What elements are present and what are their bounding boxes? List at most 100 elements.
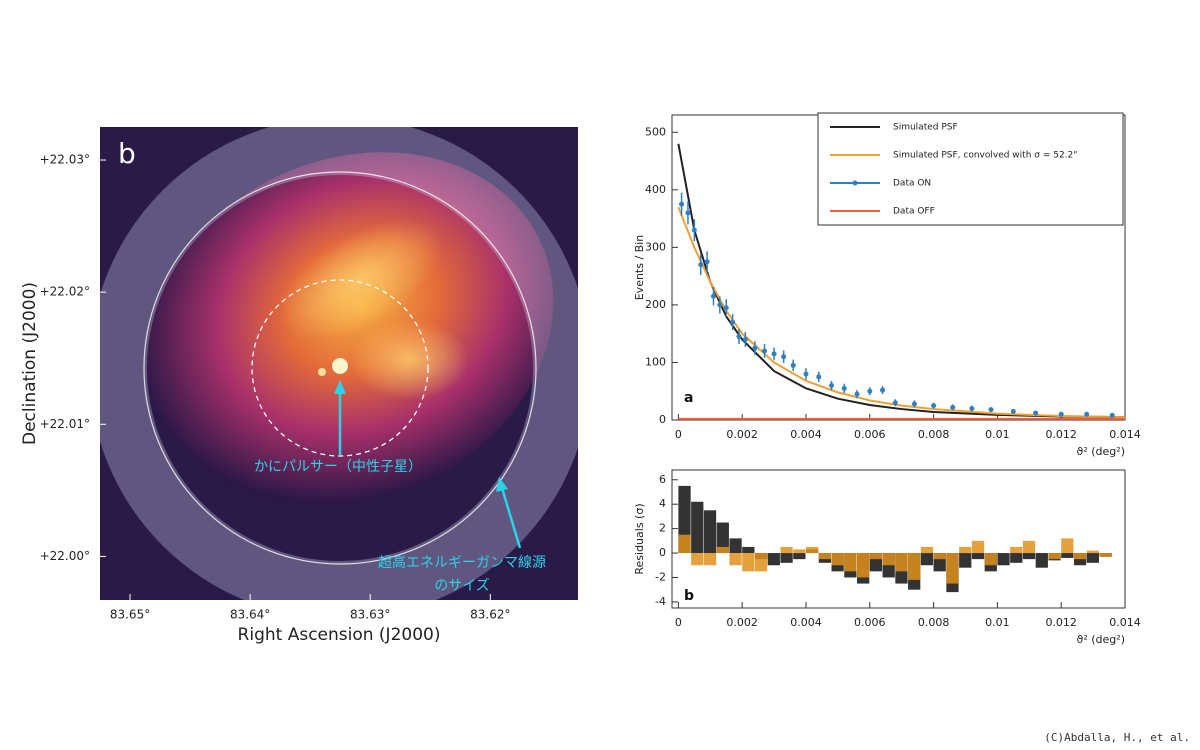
series-line xyxy=(677,206,1126,419)
residual-bar xyxy=(1022,553,1036,560)
residual-bar xyxy=(742,546,755,554)
annotation: b xyxy=(118,137,136,170)
y-tick-label: 4 xyxy=(659,497,666,510)
x-axis-label: ϑ² (deg²) xyxy=(1077,633,1125,646)
data-point xyxy=(1084,411,1090,417)
residual-bar xyxy=(1022,540,1036,554)
residual-bar xyxy=(716,546,729,554)
data-point xyxy=(931,403,937,409)
x-tick-label: 0.01 xyxy=(985,428,1010,441)
data-point xyxy=(717,302,723,308)
x-tick-label: 0.002 xyxy=(726,616,758,629)
x-axis-label: ϑ² (deg²) xyxy=(1077,445,1125,458)
x-tick-label: 0.01 xyxy=(985,616,1010,629)
y-tick-label: 0 xyxy=(659,546,666,559)
annotation: a xyxy=(684,390,693,406)
y-tick-label: 300 xyxy=(645,240,666,253)
residual-bar xyxy=(703,510,717,554)
data-point xyxy=(911,401,917,407)
data-point xyxy=(1010,408,1016,414)
y-tick-label: -2 xyxy=(655,570,666,583)
y-tick-label: 2 xyxy=(659,522,666,535)
legend-box xyxy=(817,112,1124,226)
residual-bar xyxy=(793,553,806,560)
residual-bar xyxy=(1061,553,1074,558)
data-point xyxy=(950,404,956,410)
data-point xyxy=(1058,411,1064,417)
residual-bar xyxy=(1035,553,1048,568)
x-axis-label: Right Ascension (J2000) xyxy=(238,625,441,645)
residual-bar xyxy=(767,553,780,566)
residual-bar xyxy=(818,553,832,560)
y-tick-label: -4 xyxy=(655,595,666,608)
data-point xyxy=(698,262,704,268)
data-point xyxy=(679,201,685,207)
residual-bar xyxy=(959,546,972,554)
x-tick-label: 0.006 xyxy=(854,616,886,629)
x-tick-label: 0.008 xyxy=(918,428,950,441)
residual-bar xyxy=(984,553,997,566)
nebula-image xyxy=(100,127,578,600)
data-point xyxy=(1033,410,1039,416)
residual-bar xyxy=(895,553,908,572)
residual-bar xyxy=(805,546,819,554)
residual-bar xyxy=(1061,538,1074,554)
data-point xyxy=(854,391,860,397)
residual-bar xyxy=(729,538,742,554)
residual-bar xyxy=(1010,553,1023,563)
residual-bar xyxy=(1099,553,1112,557)
x-tick-label: 83.65° xyxy=(110,608,150,622)
residual-bar xyxy=(920,553,934,566)
residual-bar xyxy=(933,553,946,560)
x-tick-label: 0.002 xyxy=(726,428,758,441)
annotation: b xyxy=(684,588,694,604)
y-tick-label: 400 xyxy=(645,183,666,196)
residual-bar xyxy=(971,553,985,560)
legend-label: Data OFF xyxy=(893,207,935,217)
residual-bar xyxy=(716,522,729,554)
x-tick-label: 0.012 xyxy=(1045,428,1077,441)
y-tick-label: +22.02° xyxy=(40,285,90,299)
annotation: かにパルサー（中性子星） xyxy=(254,459,422,475)
residual-bar xyxy=(1073,553,1087,560)
data-point xyxy=(704,259,710,265)
y-tick-label: 500 xyxy=(645,125,666,138)
y-tick-label: +22.01° xyxy=(40,417,90,431)
y-tick-label: 100 xyxy=(645,355,666,368)
data-point xyxy=(710,293,716,299)
x-tick-label: 0.006 xyxy=(854,428,886,441)
residual-bar xyxy=(844,553,857,572)
data-point xyxy=(988,407,994,413)
data-point xyxy=(829,382,835,388)
x-tick-label: 83.63° xyxy=(350,608,390,622)
x-tick-label: 0 xyxy=(675,616,682,629)
residual-bar xyxy=(729,553,742,566)
x-tick-label: 0.014 xyxy=(1109,428,1141,441)
residual-bar xyxy=(1086,553,1099,563)
residual-bar xyxy=(831,553,844,566)
y-tick-label: +22.00° xyxy=(40,549,90,563)
residual-bar xyxy=(691,553,704,566)
data-point xyxy=(742,336,748,342)
data-point xyxy=(803,371,809,377)
residual-bar xyxy=(742,553,755,572)
y-axis-label: Residuals (σ) xyxy=(633,503,646,574)
x-tick-label: 0 xyxy=(675,428,682,441)
y-tick-label: 0 xyxy=(659,413,666,426)
data-point xyxy=(790,362,796,368)
data-point xyxy=(762,348,768,354)
data-point xyxy=(867,388,873,394)
plot-frame xyxy=(671,469,1126,609)
x-tick-label: 0.014 xyxy=(1109,616,1141,629)
residual-bar xyxy=(908,553,921,580)
data-point xyxy=(730,319,736,325)
residual-bar xyxy=(691,501,704,554)
legend-label: Simulated PSF xyxy=(893,123,958,133)
data-point xyxy=(781,354,787,360)
credit: (C)Abdalla, H., et al. xyxy=(1044,731,1190,744)
x-tick-label: 83.62° xyxy=(470,608,510,622)
residual-bar xyxy=(793,549,806,554)
residual-bar xyxy=(971,540,985,554)
